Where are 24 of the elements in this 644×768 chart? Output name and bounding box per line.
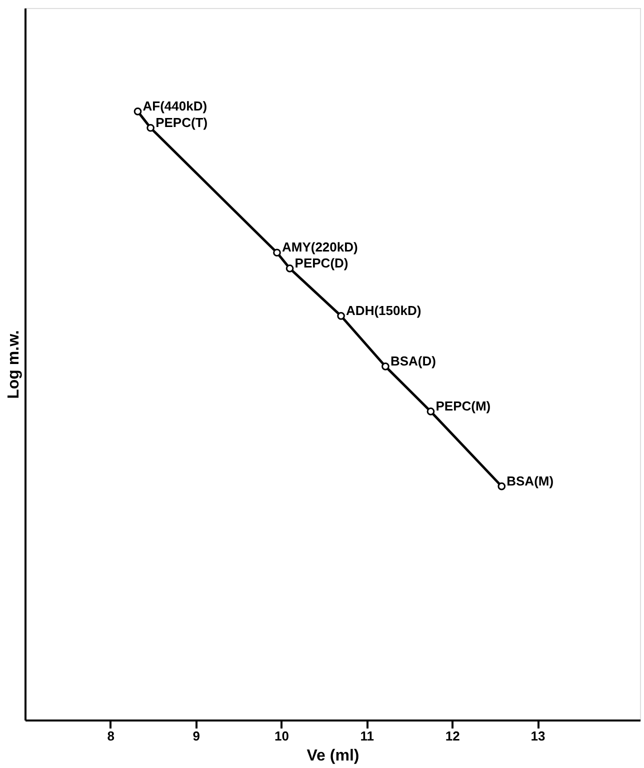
point [286, 264, 294, 272]
x-tick-label: 10 [274, 728, 289, 744]
point [426, 408, 435, 416]
annotation: AMY(220kD) [282, 240, 358, 255]
point [146, 124, 154, 132]
x-tick-label: 9 [192, 728, 200, 744]
x-tick-label: 8 [107, 728, 115, 744]
annotation: BSA(D) [390, 353, 436, 368]
point [498, 482, 506, 490]
point [134, 108, 142, 116]
annotation: AF(440kD) [142, 98, 208, 114]
point [273, 248, 281, 257]
annotation: PEPC(M) [436, 398, 491, 414]
x-tick-label: 11 [360, 728, 374, 744]
annotation: PEPC(D) [294, 255, 348, 270]
x-tick-label: 12 [445, 728, 460, 744]
annotation: ADH(150kD) [346, 302, 422, 318]
point [337, 312, 345, 320]
y-axis-title: Log m.w. [6, 330, 22, 399]
x-tick-label: 13 [530, 728, 546, 744]
annotation: PEPC(T) [156, 114, 208, 130]
x-axis-title: Ve (ml) [306, 748, 360, 764]
point [382, 362, 390, 370]
annotation: BSA(M) [506, 473, 554, 488]
